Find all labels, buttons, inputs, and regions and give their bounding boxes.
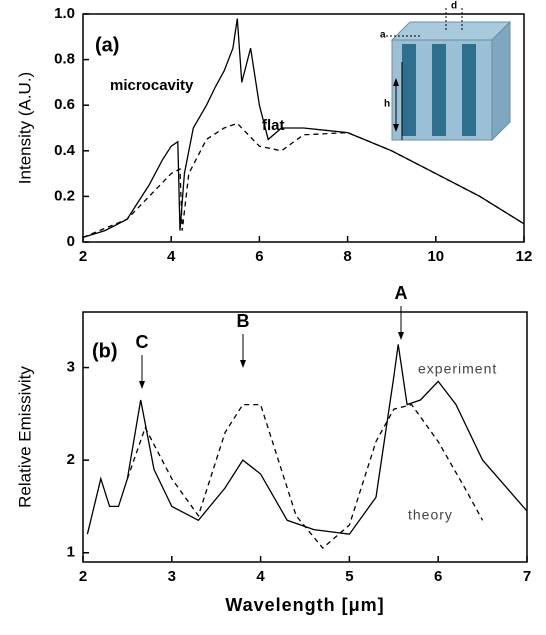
x-tick-label: 12 [516, 248, 533, 265]
peak-label: A [395, 283, 408, 303]
legend-label: flat [262, 117, 285, 134]
y-tick-label: 0.6 [54, 96, 75, 113]
y-axis-label: Relative Emissivity [15, 366, 34, 508]
inset-label: d [451, 1, 457, 12]
y-tick-label: 1 [67, 544, 75, 561]
plot-frame [82, 311, 528, 563]
x-tick-label: 3 [168, 568, 176, 585]
inset-label: a [380, 30, 386, 41]
x-tick-label: 4 [167, 248, 176, 265]
series-line [82, 18, 525, 239]
y-tick-label: 0.2 [54, 187, 75, 204]
series-line [86, 344, 528, 535]
y-tick-label: 0 [67, 233, 75, 250]
panel-label: (b) [92, 340, 118, 362]
plot-frame [82, 13, 525, 243]
legend-label: experiment [418, 361, 497, 377]
y-tick-label: 2 [67, 451, 75, 468]
y-tick-label: 3 [67, 359, 75, 376]
x-tick-label: 2 [79, 248, 87, 265]
x-tick-label: 6 [255, 248, 263, 265]
x-tick-label: 4 [256, 568, 265, 585]
y-tick-label: 0.4 [54, 142, 76, 159]
x-tick-label: 7 [523, 568, 531, 585]
series-line [82, 122, 525, 239]
series-line [126, 403, 484, 550]
y-tick-label: 1.0 [54, 5, 75, 22]
peak-label: C [136, 332, 149, 352]
x-tick-label: 6 [434, 568, 442, 585]
panel-label: (a) [95, 34, 119, 56]
peak-label: B [237, 311, 250, 331]
x-axis-label: Wavelength [μm] [225, 595, 384, 615]
x-tick-label: 5 [345, 568, 353, 585]
legend-label: microcavity [110, 77, 194, 94]
y-tick-label: 0.8 [54, 51, 75, 68]
inset-diagram [386, 8, 512, 142]
x-tick-label: 8 [343, 248, 351, 265]
y-axis-label: Intensity (A.U.) [15, 72, 34, 184]
x-tick-label: 2 [79, 568, 87, 585]
x-tick-label: 10 [427, 248, 444, 265]
inset-label: h [384, 99, 390, 110]
legend-label: theory [408, 507, 453, 523]
